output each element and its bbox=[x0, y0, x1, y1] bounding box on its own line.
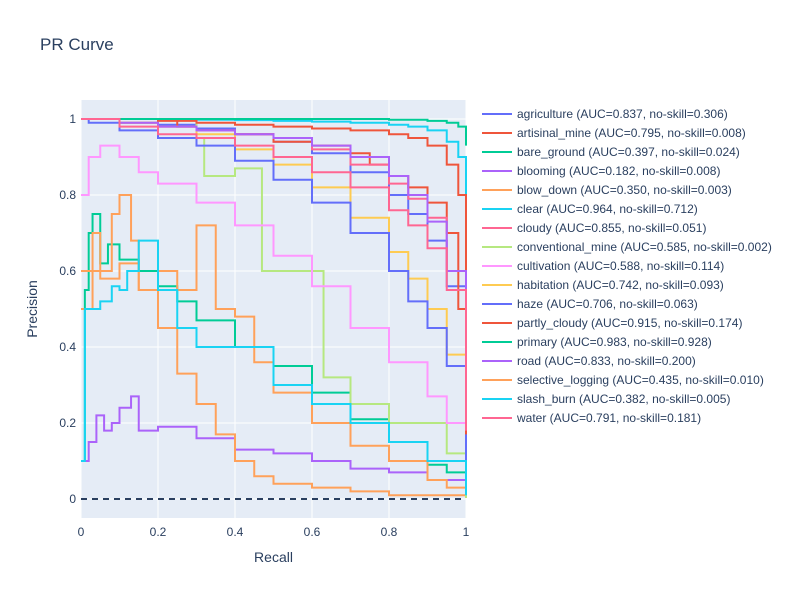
y-tick-label: 0.2 bbox=[59, 416, 76, 430]
x-tick-label: 0 bbox=[78, 525, 85, 539]
series-line-selective_logging bbox=[81, 224, 467, 496]
series-line-water bbox=[81, 118, 467, 431]
legend-label-clear: clear (AUC=0.964, no-skill=0.712) bbox=[517, 202, 698, 216]
legend-label-agriculture: agriculture (AUC=0.837, no-skill=0.306) bbox=[517, 107, 728, 121]
y-axis-label: Precision bbox=[24, 280, 40, 338]
legend-label-haze: haze (AUC=0.706, no-skill=0.063) bbox=[517, 297, 698, 311]
legend-label-selective_logging: selective_logging (AUC=0.435, no-skill=0… bbox=[517, 373, 764, 387]
series-line-haze bbox=[81, 118, 467, 477]
y-tick-label: 0.6 bbox=[59, 264, 76, 278]
legend-label-slash_burn: slash_burn (AUC=0.382, no-skill=0.005) bbox=[517, 392, 730, 406]
series-line-partly_cloudy bbox=[81, 118, 467, 435]
x-tick-label: 0.6 bbox=[304, 525, 321, 539]
y-tick-label: 1 bbox=[69, 112, 76, 126]
x-tick-label: 0.4 bbox=[227, 525, 244, 539]
series-line-blow_down bbox=[81, 194, 467, 498]
legend-label-blooming: blooming (AUC=0.182, no-skill=0.008) bbox=[517, 164, 720, 178]
y-tick-label: 0.8 bbox=[59, 188, 76, 202]
legend-label-bare_ground: bare_ground (AUC=0.397, no-skill=0.024) bbox=[517, 145, 740, 159]
legend-label-road: road (AUC=0.833, no-skill=0.200) bbox=[517, 354, 696, 368]
series-line-cultivation bbox=[81, 144, 467, 458]
x-tick-label: 0.2 bbox=[150, 525, 167, 539]
x-tick-label: 1 bbox=[463, 525, 470, 539]
series-line-primary bbox=[81, 118, 467, 146]
legend-label-cloudy: cloudy (AUC=0.855, no-skill=0.051) bbox=[517, 221, 706, 235]
x-tick-label: 0.8 bbox=[381, 525, 398, 539]
x-axis-label: Recall bbox=[254, 549, 293, 565]
legend-label-blow_down: blow_down (AUC=0.350, no-skill=0.003) bbox=[517, 183, 732, 197]
legend-label-cultivation: cultivation (AUC=0.588, no-skill=0.114) bbox=[517, 259, 724, 273]
series-line-blooming bbox=[81, 395, 467, 496]
legend-label-primary: primary (AUC=0.983, no-skill=0.928) bbox=[517, 335, 712, 349]
legend: agriculture (AUC=0.837, no-skill=0.306) a… bbox=[482, 107, 772, 425]
legend-label-partly_cloudy: partly_cloudy (AUC=0.915, no-skill=0.174… bbox=[517, 316, 742, 330]
ticks: 0 0.2 0.4 0.6 0.8 1 0 0.2 0.4 0.6 0.8 1 bbox=[59, 112, 469, 539]
y-tick-label: 0.4 bbox=[59, 340, 76, 354]
chart-title: PR Curve bbox=[40, 35, 114, 54]
series-lines bbox=[81, 118, 467, 500]
legend-label-water: water (AUC=0.791, no-skill=0.181) bbox=[516, 411, 701, 425]
series-line-slash_burn bbox=[81, 239, 467, 496]
legend-label-conventional_mine: conventional_mine (AUC=0.585, no-skill=0… bbox=[517, 240, 772, 254]
legend-label-artisinal_mine: artisinal_mine (AUC=0.795, no-skill=0.00… bbox=[517, 126, 746, 140]
legend-label-habitation: habitation (AUC=0.742, no-skill=0.093) bbox=[517, 278, 724, 292]
y-tick-label: 0 bbox=[69, 492, 76, 506]
